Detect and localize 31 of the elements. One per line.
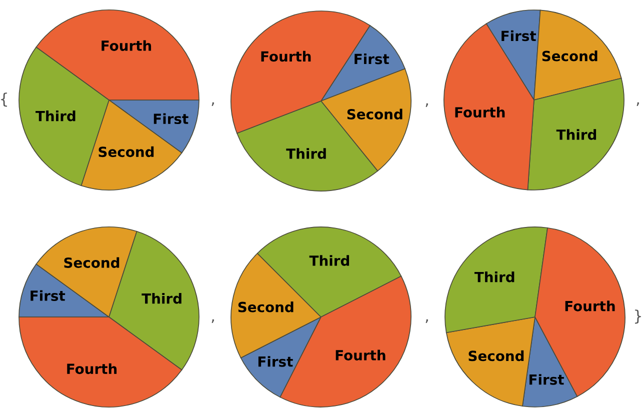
slice-label: Fourth xyxy=(336,350,386,360)
slice-label: Second xyxy=(64,257,120,268)
slice-label: Third xyxy=(286,148,326,159)
slice-label: Third xyxy=(474,272,514,282)
text: , xyxy=(426,103,428,107)
slice-label: Second xyxy=(98,146,154,158)
text: , xyxy=(636,102,639,106)
slice-label: First xyxy=(530,374,564,385)
slice-label: Fourth xyxy=(565,300,615,312)
slice-label: Fourth xyxy=(67,363,117,374)
slice-label: First xyxy=(502,30,536,42)
slice-label: Third xyxy=(309,255,350,266)
slice-label: First xyxy=(258,356,293,367)
slice-label: Fourth xyxy=(455,106,505,118)
text: , xyxy=(212,102,214,106)
slice-label: Second xyxy=(542,50,598,62)
slice-label: Third xyxy=(36,110,76,122)
text: } xyxy=(635,310,641,324)
slice-label: First xyxy=(154,113,188,124)
text: { xyxy=(1,92,7,107)
slice-label: Fourth xyxy=(102,40,152,51)
slice-label: Second xyxy=(238,302,294,312)
slice-label: First xyxy=(30,290,66,302)
text: , xyxy=(212,319,214,323)
slice-label: Third xyxy=(142,293,182,304)
slice-label: Fourth xyxy=(261,50,311,62)
slice-label: Second xyxy=(347,108,402,120)
slice-label: Second xyxy=(468,350,524,362)
text: , xyxy=(426,319,428,323)
slice-label: Third xyxy=(556,129,596,140)
slice-label: First xyxy=(354,54,390,64)
